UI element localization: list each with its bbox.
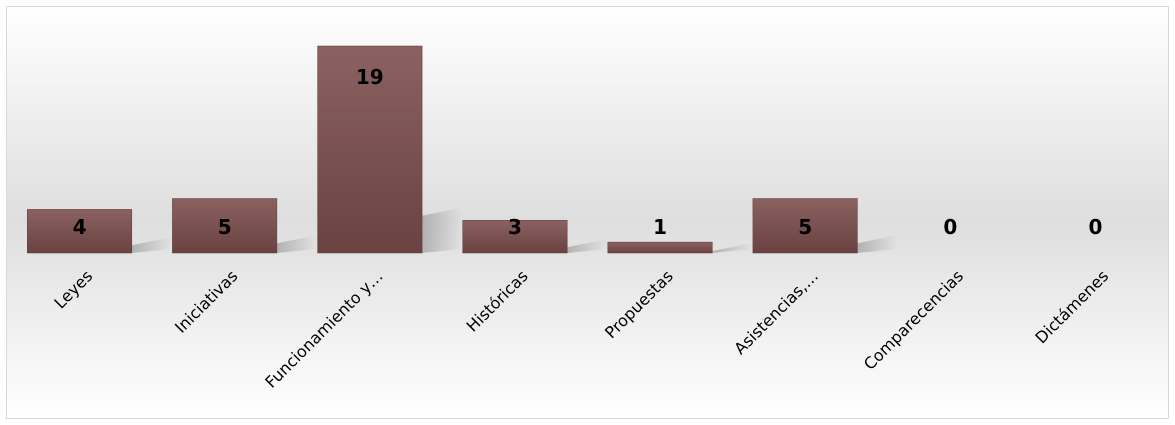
bar-2 (172, 198, 278, 254)
bar-shadow-3 (422, 207, 463, 253)
data-label-5: 1 (653, 215, 667, 239)
data-label-1: 4 (73, 215, 87, 239)
bar-shadows (131, 207, 898, 253)
bar-5 (607, 241, 713, 254)
bar-3 (317, 45, 423, 254)
data-label-2: 5 (218, 215, 232, 239)
bars (27, 45, 858, 254)
data-label-7: 0 (943, 215, 957, 239)
bar-shadow-6 (857, 235, 898, 253)
bar-6 (752, 198, 858, 254)
bar-shadow-2 (276, 235, 317, 253)
data-label-4: 3 (508, 215, 522, 239)
bar-4 (462, 220, 568, 254)
data-labels: 4 5 19 3 1 5 0 0 (73, 65, 1103, 239)
data-label-3: 19 (356, 65, 384, 89)
data-label-6: 5 (798, 215, 812, 239)
bar-shadow-1 (131, 237, 172, 253)
data-label-8: 0 (1088, 215, 1102, 239)
bar-shadow-4 (567, 239, 608, 253)
chart-container: 4 5 19 3 1 5 0 0 Leyes Iniciativas Funcionamiento… (6, 6, 1169, 419)
bar-1 (27, 209, 133, 254)
bar-shadow-5 (712, 243, 753, 253)
